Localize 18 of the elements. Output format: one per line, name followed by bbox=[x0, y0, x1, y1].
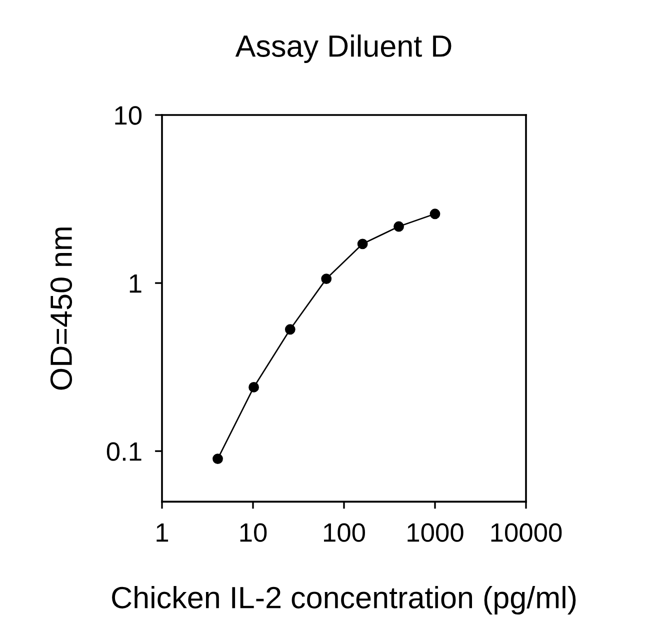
point bbox=[248, 382, 259, 392]
y-tick-label: 10 bbox=[115, 106, 142, 125]
point bbox=[394, 221, 404, 232]
y-axis-title: OD=450 nm bbox=[50, 228, 72, 390]
y-tick-label: 0.1 bbox=[106, 442, 142, 461]
x-tick-label: 10 bbox=[240, 523, 267, 542]
y-tick-label: 1 bbox=[130, 274, 142, 293]
x-tick-label: 100 bbox=[324, 523, 365, 542]
point bbox=[357, 238, 368, 250]
point bbox=[284, 324, 296, 335]
x-tick-label: 1 bbox=[156, 524, 168, 542]
chart-title: Assay Diluent D bbox=[235, 34, 452, 64]
x-tick-label: 1000 bbox=[408, 523, 464, 542]
point bbox=[212, 454, 223, 464]
point bbox=[430, 208, 440, 220]
x-tick-label: 10000 bbox=[491, 523, 562, 542]
x-axis-title: Chicken IL-2 concentration (pg/ml) bbox=[112, 586, 576, 615]
point bbox=[321, 274, 332, 284]
